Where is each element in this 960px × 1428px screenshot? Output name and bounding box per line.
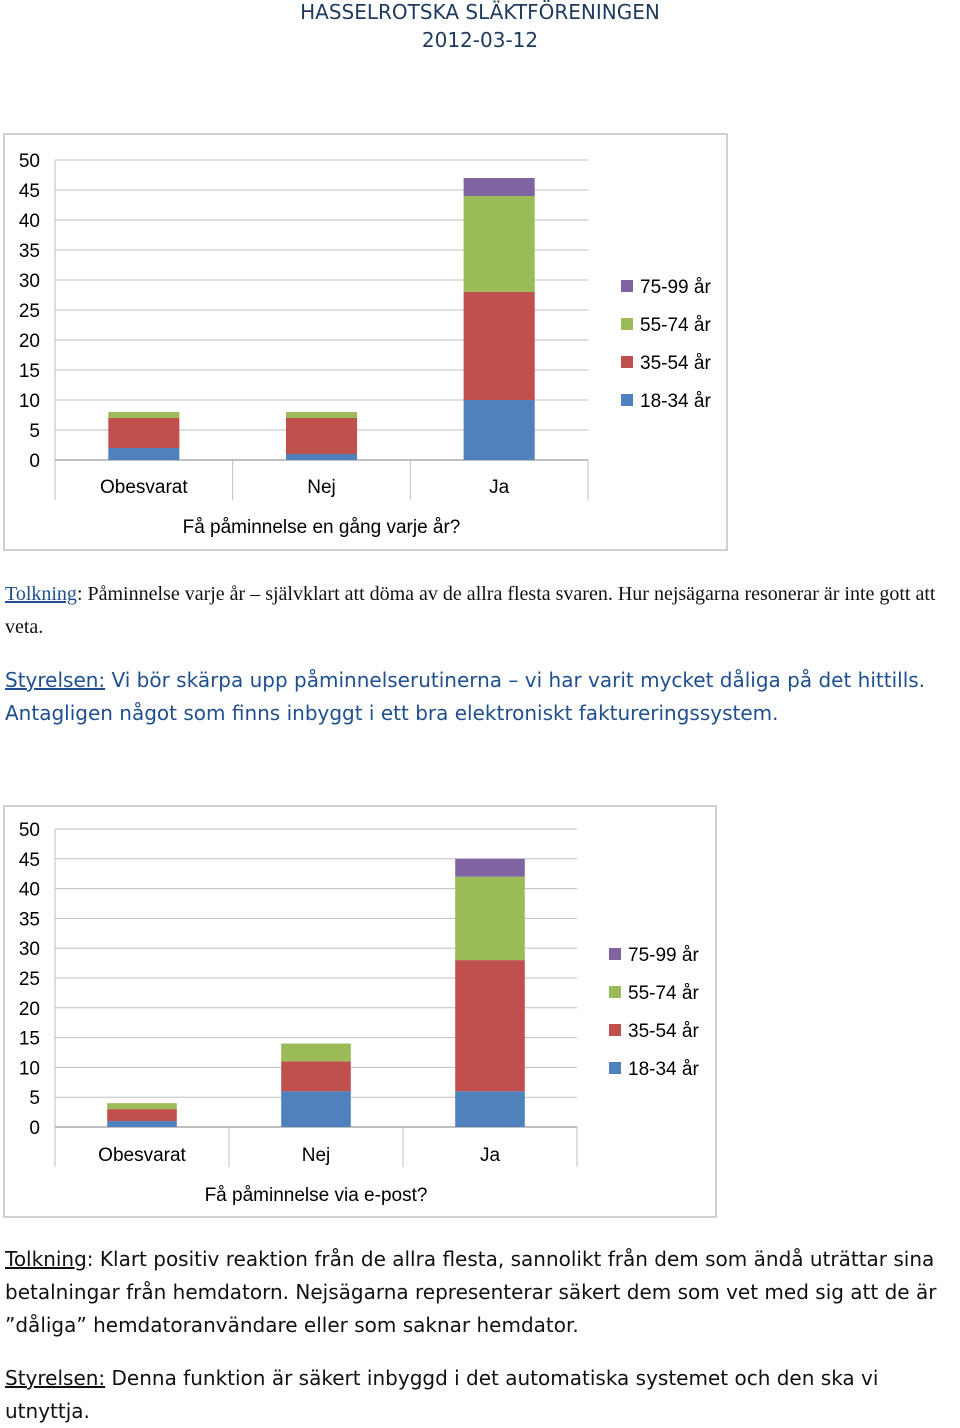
- interpretation-2-lead: Tolkning: [5, 1247, 87, 1271]
- legend-swatch: [621, 356, 633, 368]
- legend-label: 18-34 år: [628, 1059, 699, 1080]
- y-tick-label: 20: [19, 999, 40, 1020]
- board-note-2-body: Denna funktion är säkert inbyggd i det a…: [5, 1366, 879, 1423]
- y-tick-label: 35: [19, 909, 40, 930]
- legend-swatch: [609, 1062, 621, 1074]
- y-tick-label: 35: [19, 241, 40, 262]
- bar-segment: [107, 1103, 177, 1110]
- bar-segment: [455, 960, 525, 1092]
- board-note-2: Styrelsen: Denna funktion är säkert inby…: [5, 1362, 960, 1428]
- x-category-label: Nej: [307, 477, 336, 498]
- y-tick-label: 5: [29, 1088, 40, 1109]
- legend-label: 35-54 år: [628, 1021, 699, 1042]
- chart-reminder-email: 0 5 10 15 20 25 30 35 40 45 50 Obesvarat Nej Ja Få påm…: [3, 805, 717, 1218]
- bar-segment: [463, 292, 535, 400]
- y-tick-label: 15: [19, 1029, 40, 1050]
- y-tick-label: 10: [19, 1058, 40, 1079]
- legend-swatch: [609, 986, 621, 998]
- interpretation-2: Tolkning: Klart positiv reaktion från de…: [5, 1243, 960, 1342]
- bar-segment: [285, 412, 358, 418]
- legend-label: 55-74 år: [640, 315, 711, 336]
- chart-reminder-yearly-svg: 0 5 10 15 20 25 30 35 40 45 50 Obesvarat Nej Ja Få påm…: [19, 151, 712, 538]
- bar-segment: [455, 876, 525, 961]
- bar-segment: [108, 412, 180, 418]
- bar-segment: [281, 1061, 351, 1092]
- legend-label: 75-99 år: [628, 945, 699, 966]
- y-tick-label: 10: [19, 391, 40, 412]
- y-tick-label: 30: [19, 939, 40, 960]
- y-tick-label: 0: [29, 1118, 40, 1139]
- bar-segment: [285, 454, 358, 460]
- bar-segment: [455, 1091, 525, 1127]
- y-tick-label: 15: [19, 361, 40, 382]
- board-note-1-lead: Styrelsen:: [5, 668, 106, 692]
- legend-label: 35-54 år: [640, 353, 711, 374]
- y-tick-label: 40: [19, 880, 40, 901]
- document-date: 2012-03-12: [421, 28, 539, 52]
- bar-segment: [108, 418, 180, 448]
- bar-segment: [281, 1043, 351, 1062]
- y-tick-label: 0: [29, 451, 40, 472]
- chart-reminder-email-svg: 0 5 10 15 20 25 30 35 40 45 50 Obesvarat Nej Ja Få påm…: [19, 820, 700, 1206]
- bar-segment: [463, 178, 535, 196]
- x-axis-title: Få påminnelse en gång varje år?: [183, 517, 461, 538]
- bar-segment: [107, 1109, 177, 1122]
- board-note-1: Styrelsen: Vi bör skärpa upp påminnelser…: [5, 664, 960, 730]
- bar-segment: [455, 858, 525, 877]
- x-axis-title: Få påminnelse via e-post?: [205, 1185, 428, 1206]
- bar-segment: [281, 1091, 351, 1127]
- org-name: HASSELROTSKA SLÄKTFÖRENINGEN: [300, 0, 660, 24]
- y-tick-label: 25: [19, 969, 40, 990]
- bar-segment: [108, 448, 180, 460]
- bar-segment: [463, 400, 535, 460]
- y-tick-label: 50: [19, 151, 40, 172]
- bar-segment: [285, 418, 358, 454]
- interpretation-2-body: : Klart positiv reaktion från de allra f…: [5, 1247, 937, 1337]
- y-tick-label: 40: [19, 211, 40, 232]
- y-tick-label: 5: [29, 421, 40, 442]
- legend-label: 55-74 år: [628, 983, 699, 1004]
- y-tick-label: 30: [19, 271, 40, 292]
- y-tick-label: 45: [19, 181, 40, 202]
- legend-swatch: [609, 1024, 621, 1036]
- y-tick-label: 45: [19, 850, 40, 871]
- x-category-label: Obesvarat: [98, 1145, 186, 1166]
- x-category-label: Ja: [480, 1145, 501, 1166]
- y-tick-label: 25: [19, 301, 40, 322]
- y-tick-label: 50: [19, 820, 40, 841]
- legend-swatch: [621, 280, 633, 292]
- legend-swatch: [609, 948, 621, 960]
- legend-label: 18-34 år: [640, 391, 711, 412]
- x-category-label: Obesvarat: [100, 477, 188, 498]
- chart-reminder-yearly: 0 5 10 15 20 25 30 35 40 45 50 Obesvarat Nej Ja Få påm…: [3, 133, 728, 551]
- interpretation-1-body: : Påminnelse varje år – självklart att d…: [5, 583, 936, 638]
- board-note-2-lead: Styrelsen:: [5, 1366, 106, 1390]
- y-tick-label: 20: [19, 331, 40, 352]
- interpretation-1-lead: Tolkning: [5, 583, 77, 605]
- x-category-label: Nej: [302, 1145, 331, 1166]
- legend-label: 75-99 år: [640, 277, 711, 298]
- interpretation-1: Tolkning: Påminnelse varje år – självkla…: [5, 578, 960, 644]
- board-note-1-body: Vi bör skärpa upp påminnelserutinerna – …: [5, 668, 926, 725]
- bar-segment: [463, 196, 535, 292]
- legend-swatch: [621, 394, 633, 406]
- legend-swatch: [621, 318, 633, 330]
- bar-segment: [107, 1121, 177, 1127]
- x-category-label: Ja: [489, 477, 510, 498]
